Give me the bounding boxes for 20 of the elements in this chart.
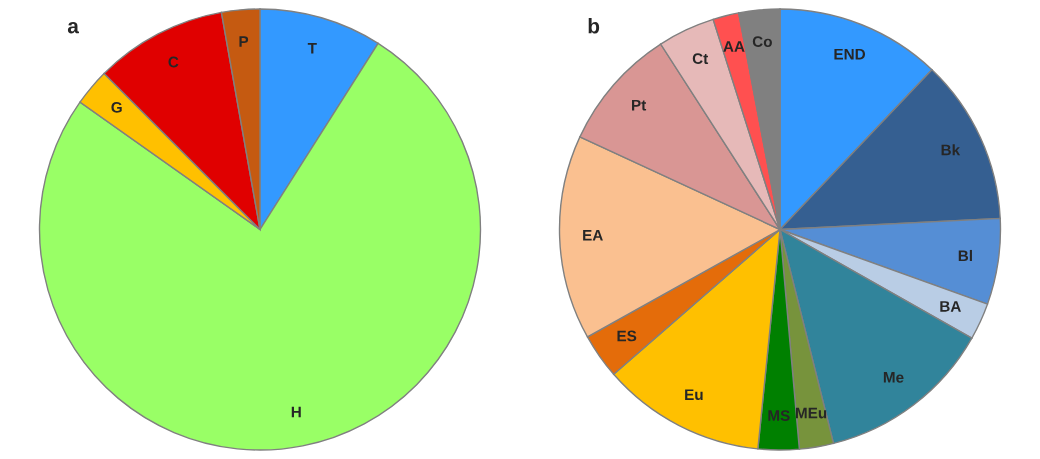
slice-label: Bl bbox=[958, 249, 972, 262]
slice-label: G bbox=[111, 101, 122, 113]
slice-label: Bk bbox=[941, 144, 961, 156]
slice-label: C bbox=[168, 56, 179, 68]
slice-label: END bbox=[834, 48, 866, 60]
slice-label: MS bbox=[768, 410, 790, 422]
slice-label: BA bbox=[940, 301, 961, 312]
slice-label: ES bbox=[617, 330, 637, 342]
slice-label: Ct bbox=[692, 53, 709, 65]
slice-label: EA bbox=[583, 230, 603, 241]
slice-label: H bbox=[291, 406, 301, 418]
slice-label: Co bbox=[752, 36, 772, 48]
slice-label: P bbox=[239, 36, 249, 47]
slice-label: AA bbox=[723, 41, 745, 52]
slice-label: T bbox=[307, 42, 317, 54]
slice-label: Pt bbox=[632, 99, 647, 111]
chart-title: a bbox=[67, 21, 79, 34]
chart-title: b bbox=[588, 18, 600, 34]
slice-label: Eu bbox=[685, 389, 703, 401]
slice-label: Me bbox=[883, 372, 904, 383]
